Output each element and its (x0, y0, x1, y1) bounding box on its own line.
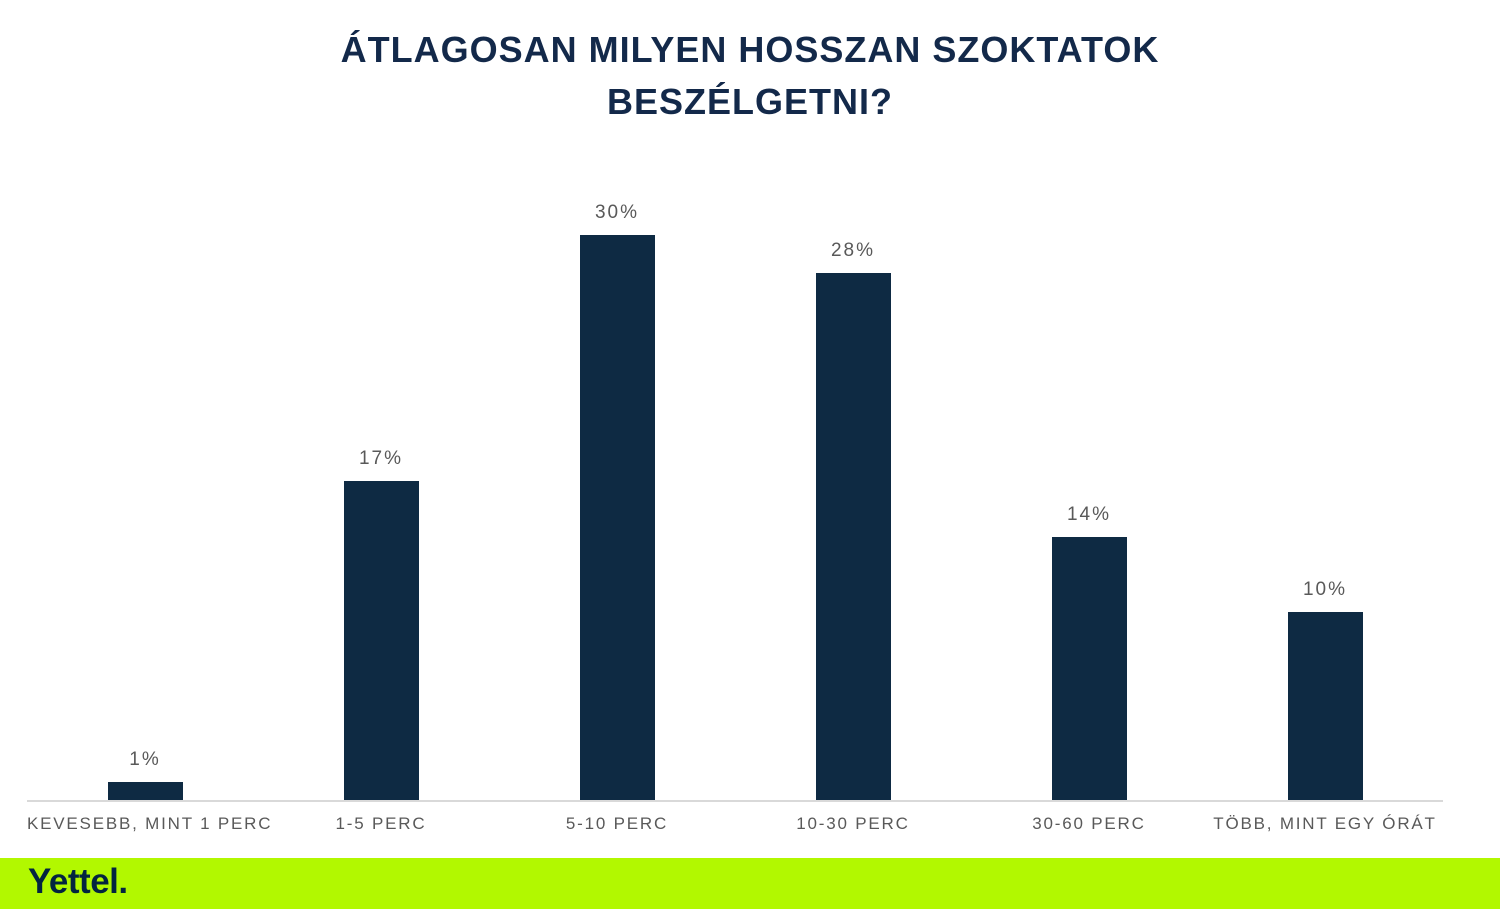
chart-title: ÁTLAGOSAN MILYEN HOSSZAN SZOKTATOK BESZÉ… (0, 24, 1500, 128)
chart-title-line-1: ÁTLAGOSAN MILYEN HOSSZAN SZOKTATOK (340, 29, 1160, 70)
bar-column: 30% (499, 202, 735, 801)
bar-value-label: 1% (129, 749, 161, 770)
category-label: 10-30 PERC (796, 814, 910, 833)
bar-column: 10% (1207, 579, 1443, 801)
footer-banner: Yettel. (0, 858, 1500, 909)
bar (815, 273, 891, 801)
bar-value-label: 10% (1302, 579, 1348, 600)
category-label: KEVESEBB, MINT 1 PERC (27, 814, 273, 833)
bar-value-label: 28% (830, 240, 876, 261)
x-axis-line (27, 800, 1443, 802)
chart-title-line-2: BESZÉLGETNI? (606, 81, 893, 122)
category-label: 1-5 PERC (335, 814, 427, 833)
bar-value-label: 17% (358, 448, 404, 469)
category-label: 5-10 PERC (565, 814, 669, 833)
category-label: 30-60 PERC (1032, 814, 1146, 833)
category-label: TÖBB, MINT EGY ÓRÁT (1213, 814, 1437, 833)
bar (343, 481, 419, 801)
bar-value-label: 14% (1066, 504, 1112, 525)
x-axis-category-labels: KEVESEBB, MINT 1 PERC 1-5 PERC 5-10 PERC 10… (27, 814, 1443, 834)
bar (1287, 612, 1363, 801)
bar-value-label: 30% (594, 202, 640, 223)
bar (107, 782, 183, 801)
bar-column: 28% (735, 240, 971, 801)
bar-column: 1% (27, 749, 263, 801)
bar (1051, 537, 1127, 801)
bar (579, 235, 655, 801)
yettel-logo: Yettel. (28, 862, 128, 901)
bar-column: 17% (263, 448, 499, 801)
bar-column: 14% (971, 504, 1207, 801)
bar-chart-plot-area: 1% 17% 30% 28% 14% 10% (27, 161, 1443, 801)
